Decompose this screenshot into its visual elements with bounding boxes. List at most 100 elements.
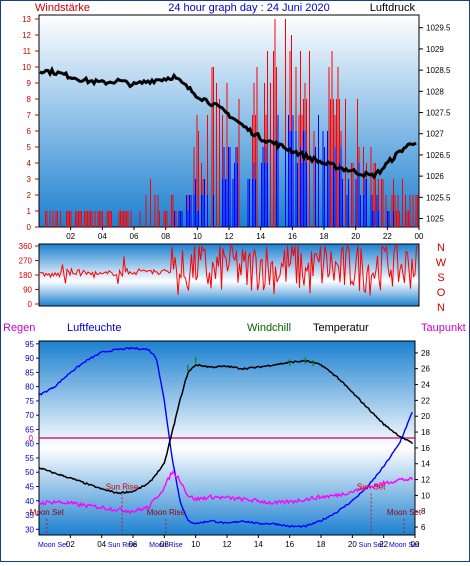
humidity-tick-label: 40 (25, 497, 34, 506)
wind-tick-label: 3 (27, 175, 32, 184)
temperature-tick-label: 22 (421, 396, 430, 405)
pressure-tick-label: 1029.5 (426, 24, 451, 33)
time-tick-label: 08 (160, 540, 169, 549)
time-tick-label: 22 (379, 540, 388, 549)
direction-tick-label: 90 (23, 286, 32, 295)
humidity-tick-label: 85 (25, 368, 34, 377)
time-tick-label: 22 (383, 232, 392, 241)
astro-bottom-label: Sun Set (359, 542, 384, 549)
wind-tick-label: 6 (27, 127, 32, 136)
wind-pressure-plot: 0123456789101112131029.510291028.5102810… (22, 15, 451, 241)
wind-tick-label: 5 (27, 143, 32, 152)
temperature-tick-label: 20 (421, 412, 430, 421)
humidity-label: Luftfeuchte (67, 322, 121, 334)
astro-bottom-label: Sun Rise (108, 542, 137, 549)
pressure-tick-label: 1027 (426, 130, 444, 139)
pressure-tick-label: 1028.5 (426, 66, 451, 75)
time-tick-label: 10 (193, 232, 202, 241)
wind-tick-label: 10 (22, 63, 31, 72)
temperature-tick-label: 26 (421, 365, 430, 374)
dewpoint-label: Taupunkt (421, 322, 466, 334)
wind-tick-label: 7 (27, 111, 32, 120)
humidity-tick-label: 95 (25, 340, 34, 349)
time-tick-label: 00 (415, 232, 424, 241)
direction-letter: N (437, 302, 445, 314)
humidity-tick-label: 35 (25, 511, 34, 520)
time-tick-label: 12 (225, 232, 234, 241)
wind-tick-label: 4 (27, 159, 32, 168)
humidity-tick-label: 90 (25, 354, 34, 363)
pressure-tick-label: 1025.5 (426, 193, 451, 202)
astro-annotation: Sun Set (357, 482, 386, 491)
chart-title: 24 hour graph day : 24 Juni 2020 (168, 2, 329, 14)
windchill-label: Windchill (247, 322, 291, 334)
temp-humidity-plot: 9590858075706560555045403530282624222018… (25, 340, 430, 549)
temperature-series-line (38, 359, 414, 495)
wind-tick-label: 13 (22, 15, 31, 24)
astro-annotation: Moon Rise (147, 508, 186, 517)
pressure-tick-label: 1028 (426, 87, 444, 96)
humidity-tick-label: 75 (25, 397, 34, 406)
humidity-tick-label: 65 (25, 425, 34, 434)
wind-tick-label: 1 (27, 207, 32, 216)
temperature-tick-label: 12 (421, 476, 430, 485)
wind-tick-label: 2 (27, 191, 32, 200)
temperature-tick-label: 6 (421, 523, 426, 532)
temperature-tick-label: 24 (421, 381, 430, 390)
direction-letter: N (437, 242, 445, 254)
rain-label: Regen (3, 322, 35, 334)
time-tick-label: 20 (351, 232, 360, 241)
time-tick-label: 04 (97, 540, 106, 549)
astro-annotation: Sun Rise (106, 482, 139, 491)
direction-tick-label: 180 (19, 271, 33, 280)
temperature-tick-label: 8 (421, 507, 426, 516)
direction-letter: O (437, 287, 446, 299)
temperature-tick-label: 10 (421, 491, 430, 500)
rain-value-label: 0 (29, 434, 34, 443)
wind-tick-label: 11 (23, 47, 32, 56)
direction-tick-label: 0 (28, 300, 33, 309)
humidity-tick-label: 70 (25, 411, 34, 420)
time-tick-label: 16 (288, 232, 297, 241)
astro-annotation: Moon Set (30, 508, 65, 517)
time-tick-label: 18 (320, 232, 329, 241)
temperature-tick-label: 16 (421, 444, 430, 453)
time-tick-label: 14 (254, 540, 263, 549)
wind-direction-plot-area (38, 243, 420, 307)
pressure-tick-label: 1026 (426, 172, 444, 181)
wind-strength-label: Windstärke (35, 2, 90, 14)
time-tick-label: 06 (130, 232, 139, 241)
time-tick-label: 00 (411, 540, 420, 549)
time-tick-label: 08 (161, 232, 170, 241)
time-tick-label: 06 (129, 540, 138, 549)
time-tick-label: 02 (66, 540, 75, 549)
wind-average-bars (174, 115, 394, 227)
humidity-tick-label: 30 (25, 525, 34, 534)
astro-bottom-label: Moon Set (38, 542, 68, 549)
pressure-tick-label: 1029 (426, 45, 444, 54)
time-tick-label: 10 (191, 540, 200, 549)
wind-tick-label: 8 (27, 95, 32, 104)
temperature-label: Temperatur (313, 322, 369, 334)
humidity-tick-label: 80 (25, 383, 34, 392)
time-tick-label: 14 (256, 232, 265, 241)
pressure-tick-label: 1026.5 (426, 151, 451, 160)
humidity-series-line (38, 346, 414, 529)
dewpoint-series-line (38, 470, 414, 514)
temperature-tick-label: 28 (421, 349, 430, 358)
direction-letter: S (437, 272, 444, 284)
astro-bottom-label: Moon Rise (149, 542, 183, 549)
wind-direction-line (39, 244, 417, 296)
wind-tick-label: 12 (22, 31, 31, 40)
pressure-tick-label: 1027.5 (426, 109, 451, 118)
temperature-tick-label: 18 (421, 428, 430, 437)
wind-tick-label: 0 (27, 223, 32, 232)
time-tick-label: 04 (98, 232, 107, 241)
humidity-tick-label: 60 (25, 440, 34, 449)
time-tick-label: 16 (285, 540, 294, 549)
humidity-tick-label: 45 (25, 483, 34, 492)
time-tick-label: 02 (66, 232, 75, 241)
